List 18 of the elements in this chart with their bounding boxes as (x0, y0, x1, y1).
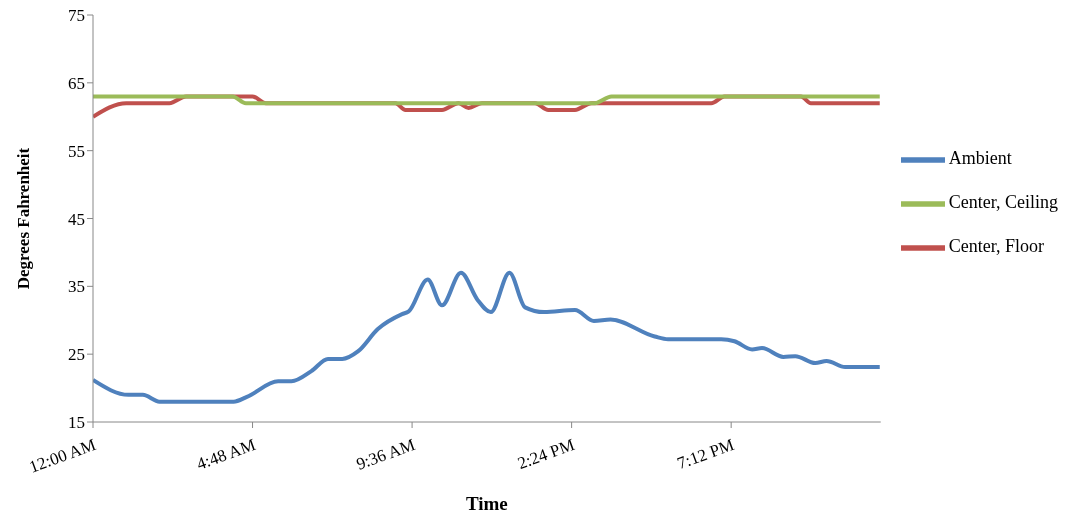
legend-label: Center, Ceiling (948, 192, 1058, 213)
y-tick-label: 25 (68, 345, 85, 365)
y-tick-label: 15 (68, 413, 85, 433)
line-series (93, 270, 881, 404)
y-tick-label: 35 (68, 277, 85, 297)
x-tick-label: 4:48 AM (194, 435, 258, 474)
y-tick-label: 65 (68, 73, 85, 93)
x-tick-label: 2:24 PM (515, 435, 578, 474)
legend-label: Ambient (948, 148, 1012, 169)
y-tick-label: 75 (68, 6, 85, 26)
y-tick-label: 45 (68, 209, 85, 229)
legend-label: Center, Floor (948, 236, 1044, 257)
y-axis-title: Degrees Fahrenheit (14, 147, 34, 290)
x-tick-label: 7:12 PM (674, 435, 737, 474)
x-tick-label: 12:00 AM (26, 435, 99, 477)
y-tick-label: 55 (68, 141, 85, 161)
x-axis-title: Time (465, 493, 508, 514)
x-tick-label: 9:36 AM (353, 435, 418, 474)
